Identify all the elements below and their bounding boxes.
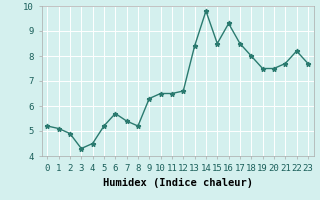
X-axis label: Humidex (Indice chaleur): Humidex (Indice chaleur)	[103, 178, 252, 188]
